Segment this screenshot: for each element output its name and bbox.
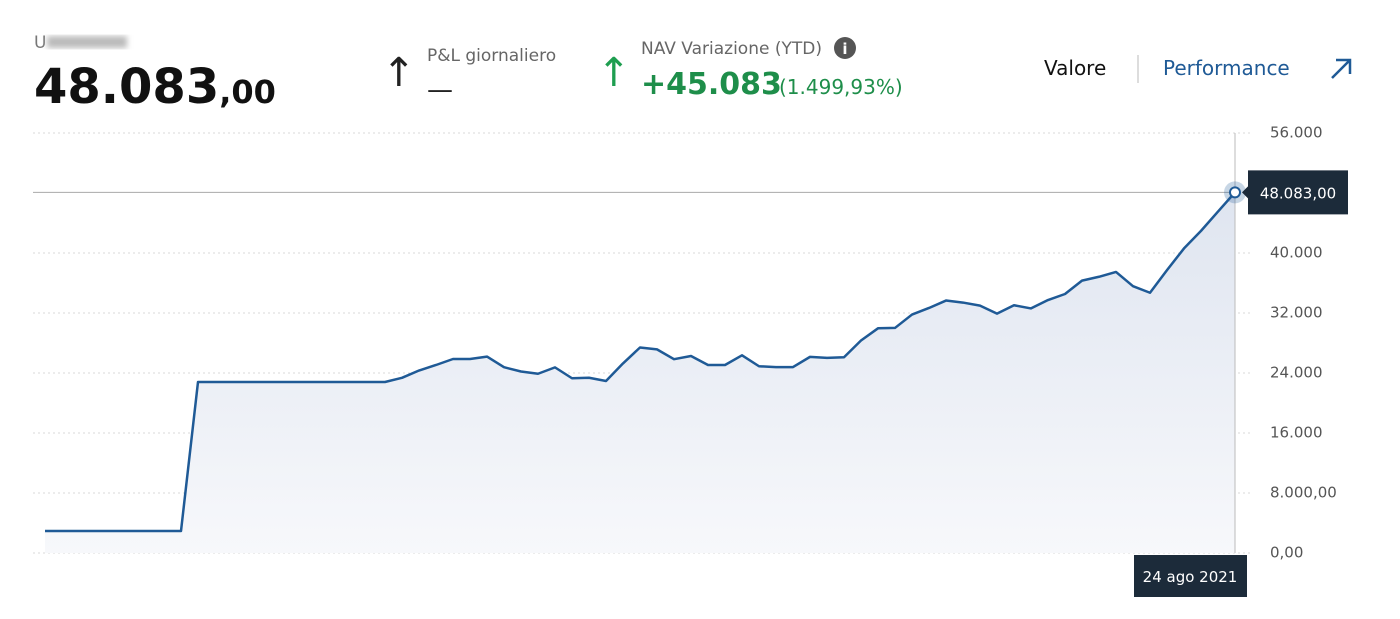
y-tick-label: 0,00 [1270,544,1303,562]
nav-change: +45.083 [641,67,782,102]
blurred-account [47,36,127,48]
plot: 0,00 8.000,00 16.000 24.000 32.000 40.000 56.0… [33,124,1348,597]
x-tick-label: 24 ago 2021 [1143,568,1238,586]
hover-point [1229,186,1241,199]
x-label-box [1134,555,1247,597]
info-icon[interactable] [834,37,856,59]
y-tick-label: 56.000 [1270,124,1323,142]
tooltip-label: 48.083,00 [1260,184,1336,202]
tab-performance[interactable]: Performance [1163,56,1290,80]
arrow-up-icon: ↑ [597,50,631,96]
y-tick-label: 16.000 [1270,424,1323,442]
nav-label: NAV Variazione (YTD) [641,39,822,59]
tooltip-pointer [1242,186,1248,199]
pnl-value: — [427,75,453,105]
area [45,192,1235,553]
info-icon-glyph: i [842,40,847,58]
arrow-up-icon: ↑ [382,50,416,96]
nav-change-pct: (1.499,93%) [779,75,903,99]
line [45,191,1236,533]
y-tick-label: 40.000 [1270,244,1323,262]
y-tick-label: 32.000 [1270,304,1323,322]
pnl-label: P&L giornaliero [427,46,556,66]
account-prefix: U [34,33,46,53]
y-tick-label: 24.000 [1270,364,1323,382]
y-tick-label: 8.000,00 [1270,484,1337,502]
expand-icon[interactable] [1331,58,1352,79]
net-value: 48.083,00 [34,59,276,115]
tab-value[interactable]: Valore [1044,56,1106,80]
tooltip-box [1248,170,1348,215]
